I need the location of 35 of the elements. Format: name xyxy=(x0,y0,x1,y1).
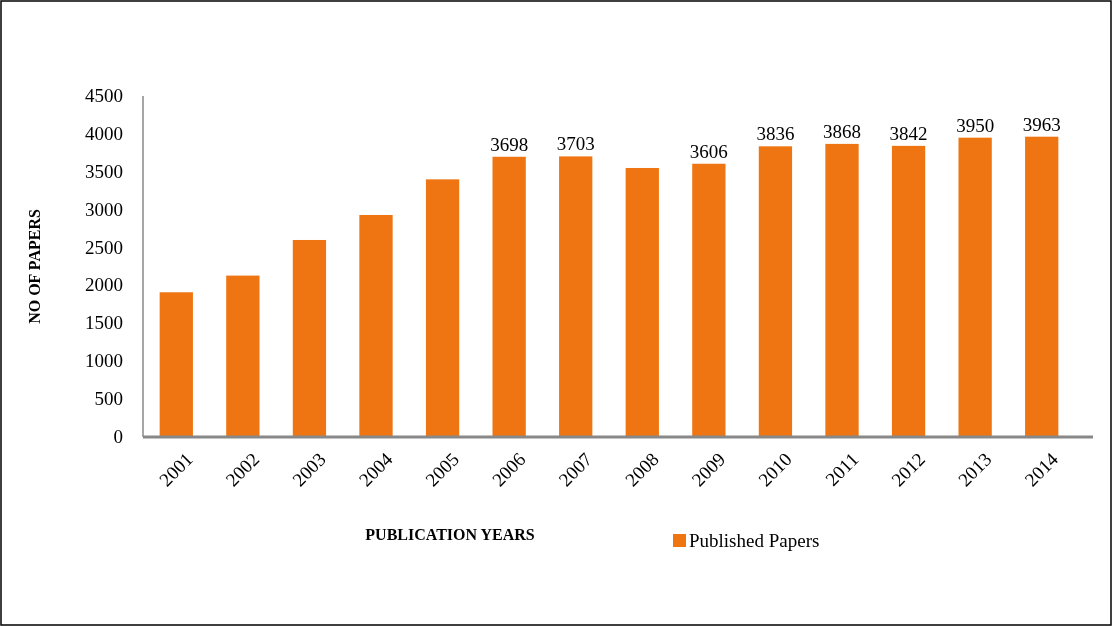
data-label: 3836 xyxy=(756,123,795,145)
data-label: 3698 xyxy=(490,133,529,155)
bar xyxy=(292,239,327,437)
bar xyxy=(492,156,526,437)
y-axis-title: NO OF PAPERS xyxy=(26,209,43,324)
bar xyxy=(359,214,393,437)
bar xyxy=(625,167,659,437)
bar xyxy=(758,146,793,437)
data-label: 3950 xyxy=(956,114,995,136)
bar xyxy=(425,179,460,437)
y-tick-label: 3000 xyxy=(85,198,123,220)
data-label: 3868 xyxy=(823,120,861,142)
y-tick-label: 4500 xyxy=(85,85,123,106)
data-label: 3606 xyxy=(689,140,728,162)
bar xyxy=(825,143,859,437)
legend-label: Published Papers xyxy=(689,530,820,551)
y-tick-label: 3500 xyxy=(85,160,123,182)
x-axis-title: PUBLICATION YEARS xyxy=(365,526,535,543)
y-tick-label: 1500 xyxy=(85,312,123,334)
bar xyxy=(1025,136,1059,437)
data-label: 3703 xyxy=(556,133,595,155)
data-label: 3963 xyxy=(1022,113,1061,135)
y-tick-label: 2000 xyxy=(85,274,123,296)
y-tick-label: 0 xyxy=(113,426,123,447)
bar xyxy=(226,275,260,437)
bar xyxy=(692,163,726,437)
bar xyxy=(958,137,992,437)
data-label: 3842 xyxy=(889,122,928,144)
y-tick-label: 500 xyxy=(94,388,123,410)
bar xyxy=(559,156,593,437)
bar xyxy=(159,292,193,437)
y-tick-label: 4000 xyxy=(85,122,123,144)
y-tick-label: 2500 xyxy=(85,236,123,258)
y-tick-label: 1000 xyxy=(85,350,123,372)
bar xyxy=(891,145,926,437)
